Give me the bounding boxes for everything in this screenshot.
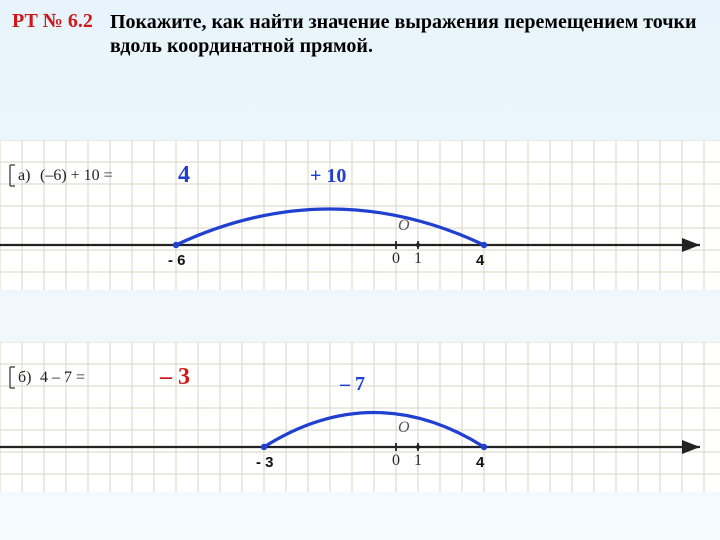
tick-label: 1: [414, 452, 422, 469]
answer: 4: [178, 162, 190, 188]
rt-number: РТ № 6.2: [12, 10, 102, 59]
endpoint-label: 4: [476, 454, 485, 471]
arrowhead-icon: [682, 238, 700, 252]
instruction-text: Покажите, как найти значение выражения п…: [110, 10, 708, 59]
part-label: б): [18, 369, 31, 386]
panel-b: б) 4 – 7 = – 3 01O – 7 4 - 3: [0, 342, 720, 492]
endpoint-label: - 6: [168, 252, 186, 269]
endpoint-dot: [481, 242, 487, 248]
header: РТ № 6.2 Покажите, как найти значение вы…: [0, 0, 720, 65]
expression: 4 – 7 =: [40, 369, 85, 386]
overlay-a: а)(–6) + 10 =401O+ 10- 64: [0, 140, 720, 290]
endpoint-label: - 3: [256, 454, 274, 471]
arrowhead-icon: [682, 440, 700, 454]
endpoint-label: 4: [476, 252, 485, 269]
answer: – 3: [159, 364, 190, 390]
endpoint-dot: [481, 444, 487, 450]
overlay-b: б) 4 – 7 = – 3 01O – 7 4 - 3: [0, 342, 720, 492]
endpoint-dot: [173, 242, 179, 248]
jump-arc: [176, 209, 484, 245]
jump-arc: [264, 413, 484, 448]
endpoint-dot: [261, 444, 267, 450]
panel-a: а)(–6) + 10 =401O+ 10- 64: [0, 140, 720, 290]
origin-label: O: [398, 419, 410, 436]
expression: (–6) + 10 =: [40, 167, 113, 184]
operation-label: + 10: [310, 165, 346, 187]
operation-label: – 7: [339, 373, 365, 395]
part-label: а): [18, 167, 30, 184]
tick-label: 0: [392, 250, 400, 267]
tick-label: 0: [392, 452, 400, 469]
tick-label: 1: [414, 250, 422, 267]
